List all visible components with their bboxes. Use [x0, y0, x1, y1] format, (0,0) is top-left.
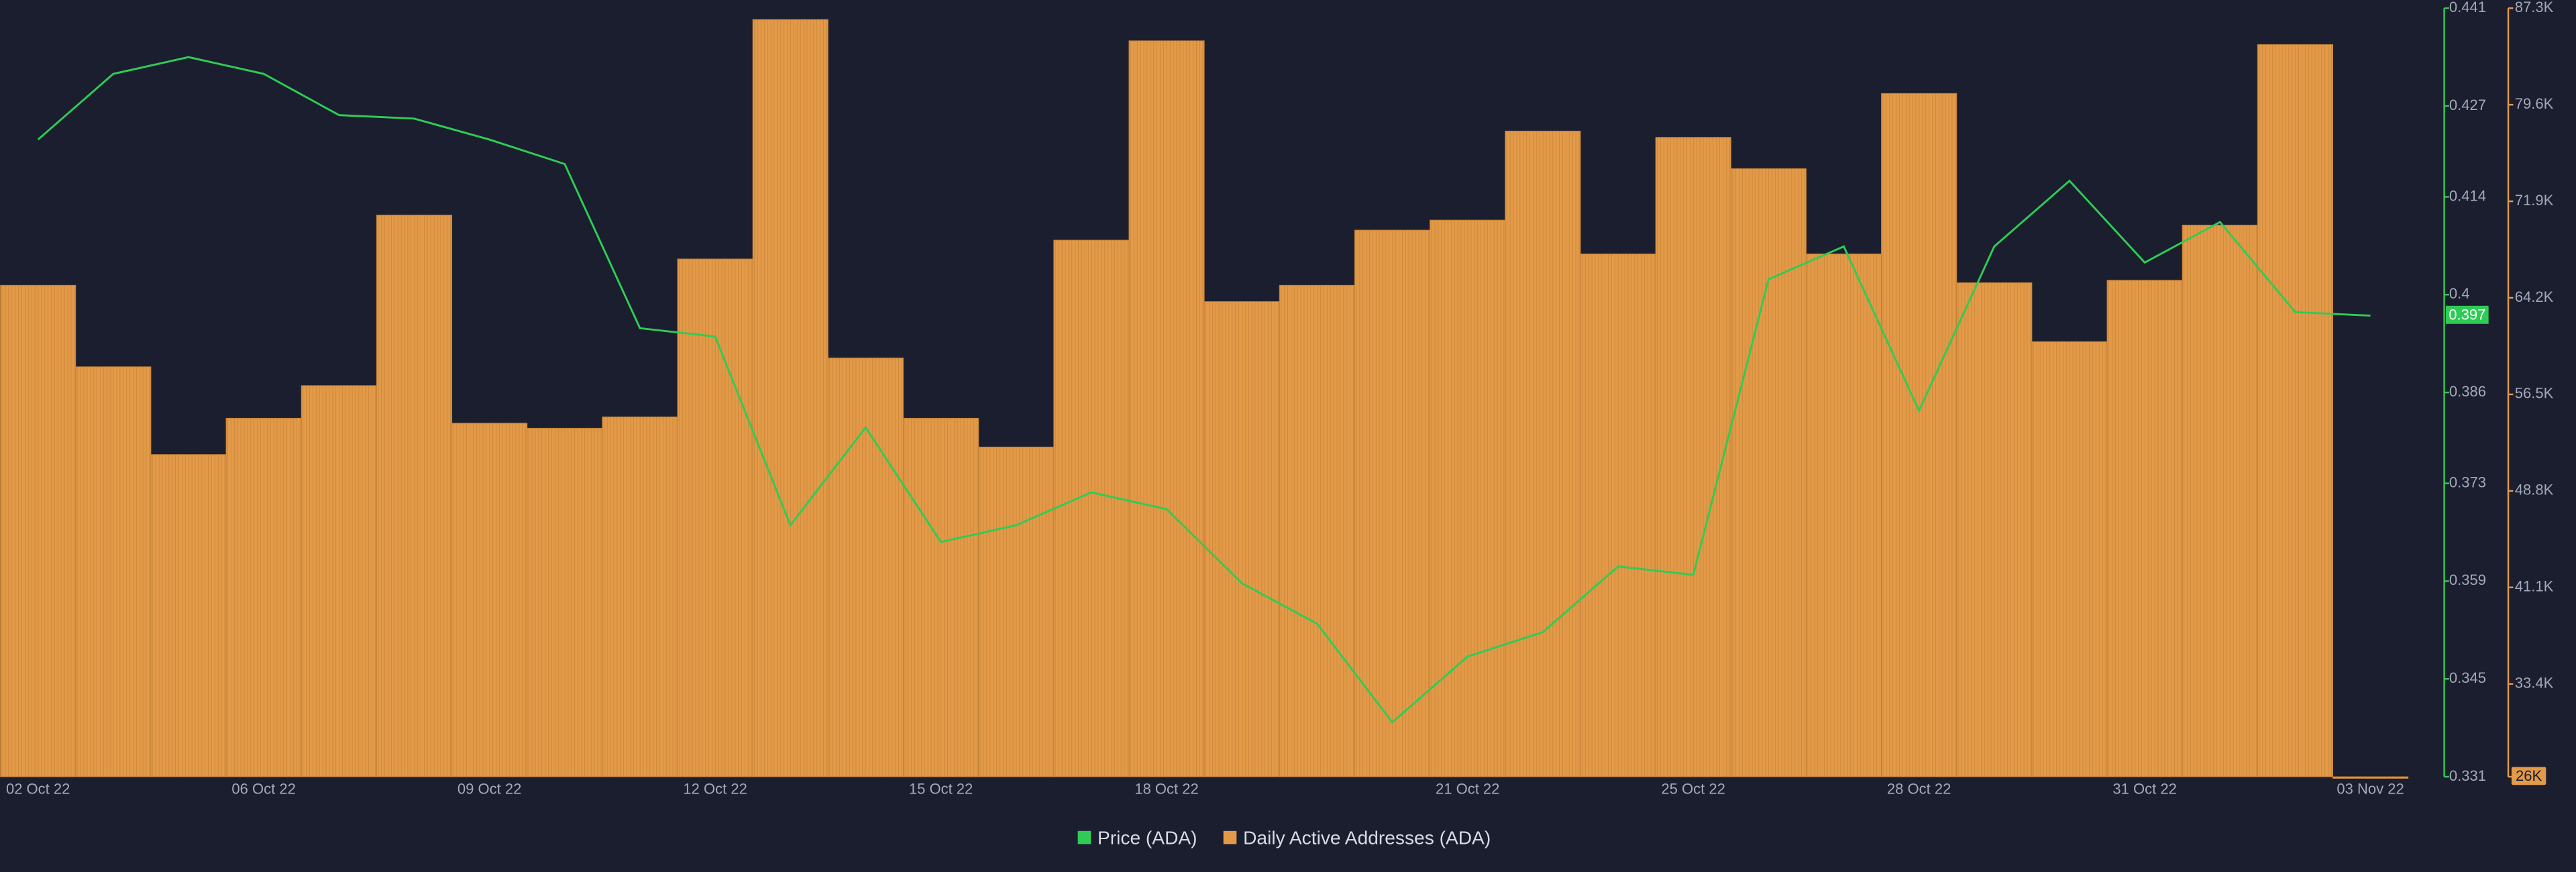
- legend-swatch: [1077, 830, 1091, 844]
- current-price-label: 0.397: [2449, 306, 2485, 323]
- x-tick-label: 28 Oct 22: [1887, 780, 1951, 797]
- y-tick-label: 0.414: [2449, 187, 2486, 204]
- y2-tick-label: 48.8K: [2515, 482, 2554, 498]
- x-tick-label: 15 Oct 22: [909, 780, 973, 797]
- x-tick-label: 02 Oct 22: [6, 780, 70, 797]
- y-tick-label: 0.345: [2449, 669, 2486, 686]
- y2-tick-label: 64.2K: [2515, 288, 2554, 305]
- y2-tick-label: 41.1K: [2515, 578, 2554, 595]
- y-tick-label: 0.386: [2449, 383, 2486, 400]
- y-tick-label: 0.427: [2449, 97, 2486, 113]
- y2-tick-label: 71.9K: [2515, 192, 2554, 209]
- legend-swatch: [1223, 830, 1237, 844]
- x-tick-label: 06 Oct 22: [231, 780, 295, 797]
- y-tick-label: 0.441: [2449, 0, 2486, 15]
- x-tick-label: 18 Oct 22: [1134, 780, 1198, 797]
- y2-tick-label: 87.3K: [2515, 0, 2554, 15]
- x-tick-label: 31 Oct 22: [2112, 780, 2176, 797]
- y2-tick-label: 33.4K: [2515, 675, 2554, 692]
- y2-tick-label: 26K: [2516, 767, 2542, 784]
- x-tick-label: 21 Oct 22: [1436, 780, 1499, 797]
- y2-tick-label: 56.5K: [2515, 385, 2554, 402]
- price-line: [37, 56, 2371, 724]
- y-tick-label: 0.4: [2449, 285, 2470, 302]
- y-tick-label: 0.331: [2449, 767, 2486, 784]
- y-tick-label: 0.359: [2449, 571, 2486, 588]
- bar: [2332, 776, 2409, 779]
- y2-min-badge: [2511, 767, 2546, 785]
- legend-label: Price (ADA): [1097, 827, 1197, 848]
- y2-tick-label: 79.6K: [2515, 95, 2554, 112]
- x-tick-label: 25 Oct 22: [1661, 780, 1725, 797]
- x-tick-label: 09 Oct 22: [458, 780, 521, 797]
- x-tick-label: 12 Oct 22: [683, 780, 747, 797]
- legend-label: Daily Active Addresses (ADA): [1243, 827, 1491, 848]
- x-tick-label: 03 Nov 22: [2337, 780, 2404, 797]
- y-tick-label: 0.373: [2449, 474, 2486, 490]
- current-price-badge: [2445, 305, 2489, 324]
